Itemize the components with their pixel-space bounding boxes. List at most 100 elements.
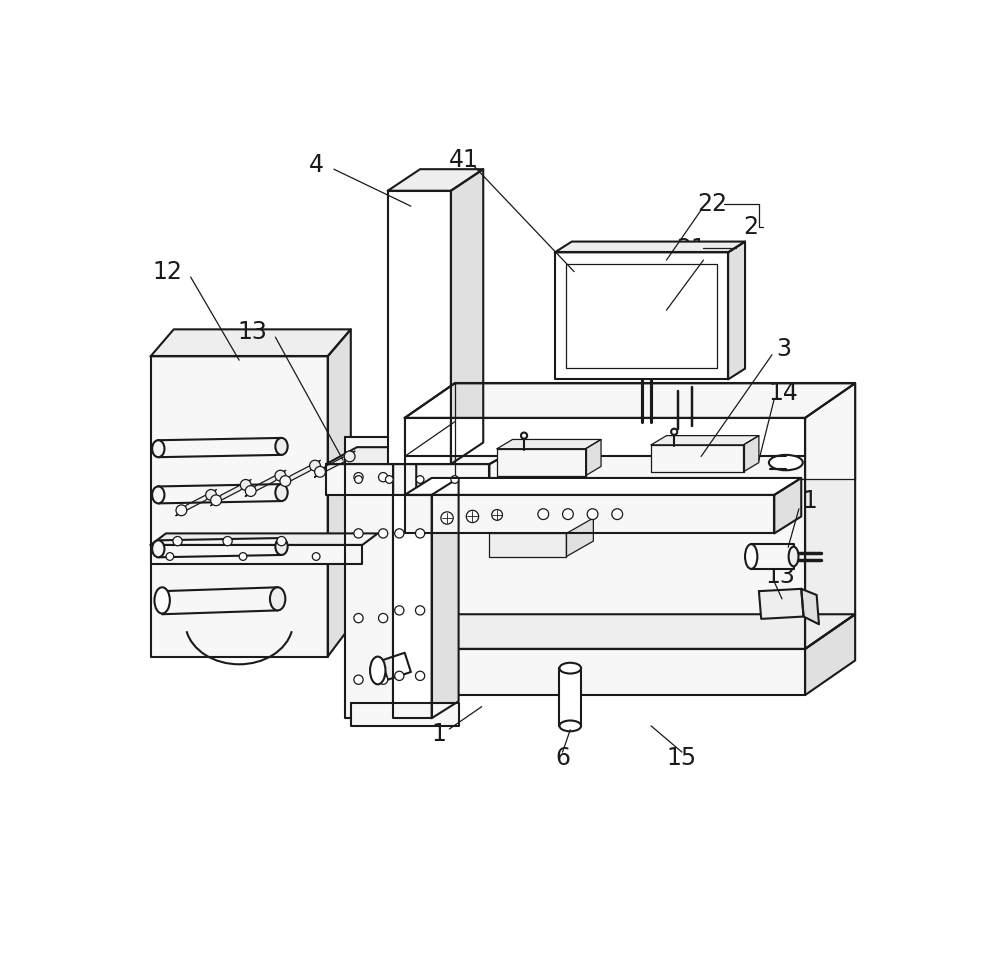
Polygon shape (176, 489, 216, 515)
Polygon shape (651, 445, 744, 471)
Circle shape (415, 529, 425, 538)
Text: 22: 22 (698, 192, 728, 216)
Polygon shape (326, 447, 520, 465)
Polygon shape (566, 518, 593, 557)
Circle shape (354, 675, 363, 684)
Polygon shape (158, 484, 282, 504)
Circle shape (312, 553, 320, 561)
Text: 13: 13 (766, 564, 795, 588)
Polygon shape (345, 437, 393, 718)
Circle shape (277, 536, 286, 546)
Circle shape (416, 475, 424, 483)
Polygon shape (728, 241, 745, 379)
Polygon shape (651, 435, 759, 445)
Circle shape (354, 472, 363, 482)
Polygon shape (801, 589, 819, 624)
Text: 1: 1 (432, 721, 447, 746)
Text: 3: 3 (776, 336, 791, 361)
Ellipse shape (152, 540, 164, 558)
Circle shape (671, 428, 677, 435)
Circle shape (395, 529, 404, 538)
Polygon shape (405, 614, 855, 649)
Ellipse shape (315, 466, 325, 477)
Circle shape (451, 475, 459, 483)
Ellipse shape (240, 479, 251, 490)
Circle shape (441, 512, 453, 524)
Text: 4: 4 (309, 153, 324, 177)
Ellipse shape (206, 489, 216, 500)
Polygon shape (151, 545, 362, 564)
Polygon shape (245, 470, 286, 497)
Polygon shape (774, 478, 801, 533)
Ellipse shape (275, 484, 288, 501)
Ellipse shape (310, 461, 320, 471)
Polygon shape (497, 439, 601, 449)
Polygon shape (326, 465, 489, 495)
Polygon shape (405, 417, 805, 457)
Text: 12: 12 (153, 260, 182, 283)
Circle shape (379, 613, 388, 622)
Text: 6: 6 (555, 746, 570, 770)
Ellipse shape (176, 505, 187, 515)
Circle shape (354, 529, 363, 538)
Circle shape (538, 509, 549, 519)
Polygon shape (751, 544, 794, 568)
Ellipse shape (270, 587, 285, 611)
Ellipse shape (789, 547, 798, 566)
Circle shape (239, 553, 247, 561)
Ellipse shape (559, 662, 581, 673)
Polygon shape (432, 478, 459, 718)
Ellipse shape (275, 470, 286, 481)
Text: 2: 2 (744, 215, 759, 239)
Polygon shape (405, 417, 805, 649)
Circle shape (379, 529, 388, 538)
Polygon shape (388, 170, 483, 191)
Text: 11: 11 (789, 489, 818, 514)
Circle shape (415, 671, 425, 680)
Polygon shape (315, 451, 355, 477)
Polygon shape (586, 439, 601, 475)
Circle shape (563, 509, 573, 519)
Polygon shape (744, 435, 759, 471)
Circle shape (354, 613, 363, 622)
Polygon shape (759, 589, 804, 619)
Polygon shape (151, 533, 378, 545)
Circle shape (492, 510, 502, 520)
Polygon shape (559, 668, 581, 726)
Polygon shape (351, 703, 459, 726)
Polygon shape (566, 264, 717, 368)
Ellipse shape (745, 544, 757, 568)
Circle shape (173, 536, 182, 546)
Ellipse shape (152, 440, 164, 457)
Ellipse shape (559, 720, 581, 731)
Polygon shape (405, 478, 801, 495)
Ellipse shape (370, 657, 385, 684)
Ellipse shape (211, 495, 221, 506)
Circle shape (223, 536, 232, 546)
Polygon shape (158, 438, 282, 457)
Polygon shape (388, 191, 451, 465)
Polygon shape (497, 449, 586, 475)
Ellipse shape (275, 538, 288, 555)
Polygon shape (151, 329, 351, 357)
Polygon shape (162, 587, 278, 614)
Polygon shape (393, 495, 432, 718)
Polygon shape (405, 383, 855, 417)
Polygon shape (555, 252, 728, 379)
Polygon shape (211, 479, 251, 506)
Ellipse shape (275, 438, 288, 455)
Polygon shape (405, 495, 774, 533)
Text: 41: 41 (449, 148, 479, 171)
Text: 15: 15 (667, 746, 697, 770)
Polygon shape (382, 653, 411, 680)
Ellipse shape (769, 455, 803, 470)
Polygon shape (451, 170, 483, 465)
Polygon shape (489, 447, 520, 495)
Polygon shape (280, 461, 320, 486)
Ellipse shape (344, 451, 355, 462)
Polygon shape (805, 614, 855, 695)
Polygon shape (489, 533, 566, 557)
Circle shape (379, 675, 388, 684)
Circle shape (466, 511, 479, 522)
Ellipse shape (245, 486, 256, 497)
